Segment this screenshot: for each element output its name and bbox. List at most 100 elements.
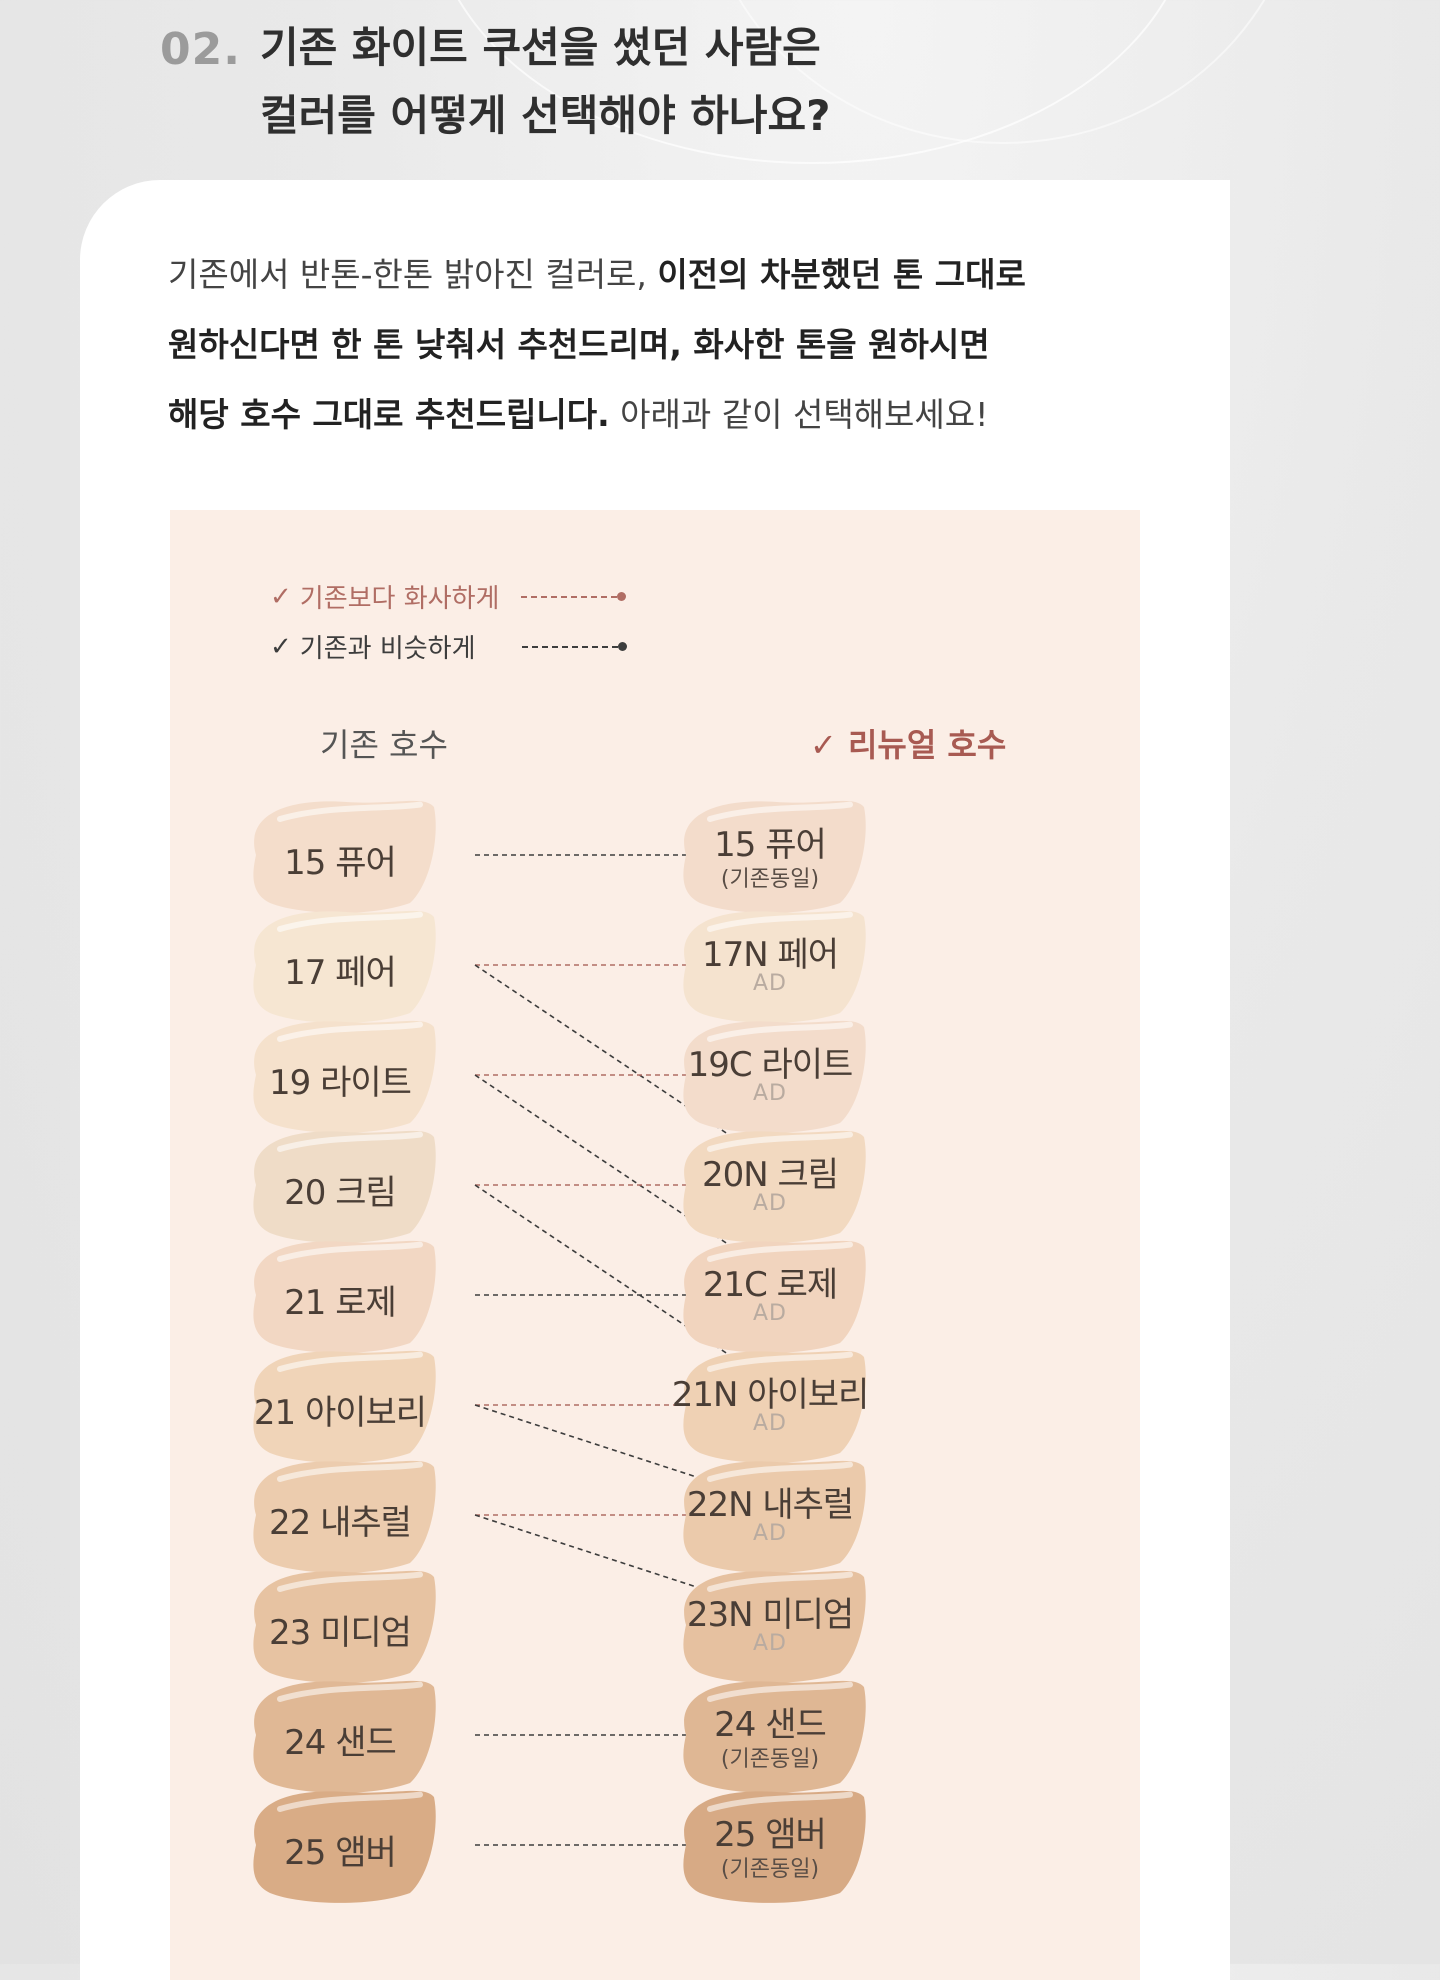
new-shade-swatch: 21N 아이보리 AD <box>670 1345 870 1465</box>
swatch-blob <box>683 1790 866 1903</box>
swatch-shape <box>683 800 866 913</box>
swatch-blob <box>253 800 436 913</box>
legend-brighter: ✓ 기존보다 화사하게 <box>270 578 627 615</box>
new-shade-swatch: 23N 미디엄 AD <box>670 1565 870 1685</box>
shade-label: 19 라이트 <box>269 1063 412 1103</box>
legend-dash <box>521 595 618 598</box>
swatch-blob <box>683 1460 866 1573</box>
swatch-shape <box>253 1790 436 1903</box>
swatch-shape <box>253 1130 436 1243</box>
new-shade-swatch: 24 샌드 (기존동일) <box>670 1675 870 1795</box>
new-shade-swatch: 22N 내추럴 AD <box>670 1455 870 1575</box>
shade-label: 23N 미디엄 <box>686 1595 854 1635</box>
swatch-shape <box>683 1350 866 1463</box>
shade-label: 21 아이보리 <box>253 1393 427 1433</box>
swatch-blob <box>253 1790 436 1903</box>
same-as-before-note: (기존동일) <box>720 867 820 892</box>
swatch-highlight <box>707 1461 853 1482</box>
legend-brighter-label: 기존보다 화사하게 <box>299 584 500 614</box>
swatch-blob <box>683 1020 866 1133</box>
swatch-blob <box>683 1680 866 1793</box>
swatch-blob <box>683 1350 866 1463</box>
old-shade-swatch: 17 페어 <box>240 905 440 1025</box>
swatch-shape <box>253 1020 436 1133</box>
shade-label: 21N 아이보리 <box>671 1375 870 1415</box>
swatch-highlight <box>707 1791 853 1812</box>
swatch-blob <box>253 1570 436 1683</box>
shade-label: 17N 페어 <box>701 935 839 975</box>
old-shade-swatch: 15 퓨어 <box>240 795 440 915</box>
check-icon: ✓ <box>270 631 292 662</box>
swatch-shape <box>253 1460 436 1573</box>
new-shade-swatch: 17N 페어 AD <box>670 905 870 1025</box>
swatch-highlight <box>707 1021 853 1042</box>
question-title: 기존 화이트 쿠션을 썼던 사람은 컬러를 어떻게 선택해야 하나요? <box>260 23 831 140</box>
new-shade-swatch: 20N 크림 AD <box>670 1125 870 1245</box>
shade-label: 15 퓨어 <box>714 825 827 865</box>
ad-badge: AD <box>753 1411 787 1436</box>
old-shade-swatch: 21 아이보리 <box>240 1345 440 1465</box>
swatch-blob <box>253 1240 436 1353</box>
intro-bold2: 원하신다면 한 톤 낮춰서 추천드리며, 화사한 톤을 원하시면 <box>168 325 990 364</box>
swatch-highlight <box>277 1241 423 1262</box>
new-shades-title-label: 리뉴얼 호수 <box>847 726 1007 764</box>
intro-part1: 기존에서 반톤-한톤 밝아진 컬러로, <box>168 255 658 294</box>
new-shade-swatch: 19C 라이트 AD <box>670 1015 870 1135</box>
swatch-highlight <box>277 801 423 822</box>
old-shade-swatch: 25 앰버 <box>240 1785 440 1905</box>
connection-line-similar <box>474 1184 796 1400</box>
old-shade-swatch: 24 샌드 <box>240 1675 440 1795</box>
swatch-shape <box>683 1790 866 1903</box>
shade-label: 15 퓨어 <box>284 843 397 883</box>
intro-bold1: 이전의 차분했던 톤 그대로 <box>657 255 1026 294</box>
swatch-shape <box>253 1680 436 1793</box>
swatch-blob <box>683 1130 866 1243</box>
old-shade-swatch: 20 크림 <box>240 1125 440 1245</box>
swatch-highlight <box>707 1571 853 1592</box>
shade-label: 19C 라이트 <box>687 1045 854 1085</box>
swatch-blob <box>253 1020 436 1133</box>
swatch-shape <box>683 1240 866 1353</box>
swatch-blob <box>253 1680 436 1793</box>
swatch-shape <box>683 1570 866 1683</box>
legend-similar-label: 기존과 비슷하게 <box>299 634 476 664</box>
ad-badge: AD <box>753 1521 787 1546</box>
swatch-highlight <box>277 1571 423 1592</box>
swatch-shape <box>253 1350 436 1463</box>
legend-dot <box>617 642 627 651</box>
connection-line-similar <box>474 1074 796 1290</box>
legend-similar: ✓ 기존과 비슷하게 <box>270 628 627 665</box>
ad-badge: AD <box>753 1081 787 1106</box>
intro-part2: 아래과 같이 선택해보세요! <box>609 395 989 434</box>
swatch-shape <box>683 1130 866 1243</box>
ad-badge: AD <box>753 1191 787 1216</box>
shade-label: 22N 내추럴 <box>686 1485 854 1525</box>
swatch-shape <box>253 800 436 913</box>
shade-label: 23 미디엄 <box>269 1613 412 1653</box>
swatch-highlight <box>277 1021 423 1042</box>
swatch-highlight <box>707 1351 853 1372</box>
swatch-shape <box>253 1240 436 1353</box>
new-shade-swatch: 15 퓨어 (기존동일) <box>670 795 870 915</box>
swatch-highlight <box>707 801 853 822</box>
swatch-highlight <box>707 1131 853 1152</box>
shade-label: 25 앰버 <box>284 1833 397 1873</box>
question-number: 02. <box>160 24 241 75</box>
swatch-shape <box>253 1570 436 1683</box>
content-card: 기존에서 반톤-한톤 밝아진 컬러로, 이전의 차분했던 톤 그대로 원하신다면… <box>80 180 1230 1980</box>
shade-label: 24 샌드 <box>714 1705 827 1745</box>
shade-guide-panel: ✓ 기존보다 화사하게 ✓ 기존과 비슷하게 기존 호수 ✓ 리뉴얼 호수 15… <box>170 510 1140 1980</box>
same-as-before-note: (기존동일) <box>720 1857 820 1882</box>
shade-label: 20 크림 <box>284 1173 397 1213</box>
swatch-highlight <box>707 1681 853 1702</box>
intro-bold3: 해당 호수 그대로 추천드립니다. <box>168 395 610 434</box>
shade-label: 22 내추럴 <box>269 1503 412 1543</box>
shade-label: 21C 로제 <box>702 1265 838 1305</box>
swatch-blob <box>253 1130 436 1243</box>
swatch-shape <box>683 1680 866 1793</box>
swatch-blob <box>683 800 866 913</box>
swatch-blob <box>253 1460 436 1573</box>
swatch-highlight <box>277 1131 423 1152</box>
swatch-blob <box>253 910 436 1023</box>
swatch-highlight <box>277 1791 423 1812</box>
